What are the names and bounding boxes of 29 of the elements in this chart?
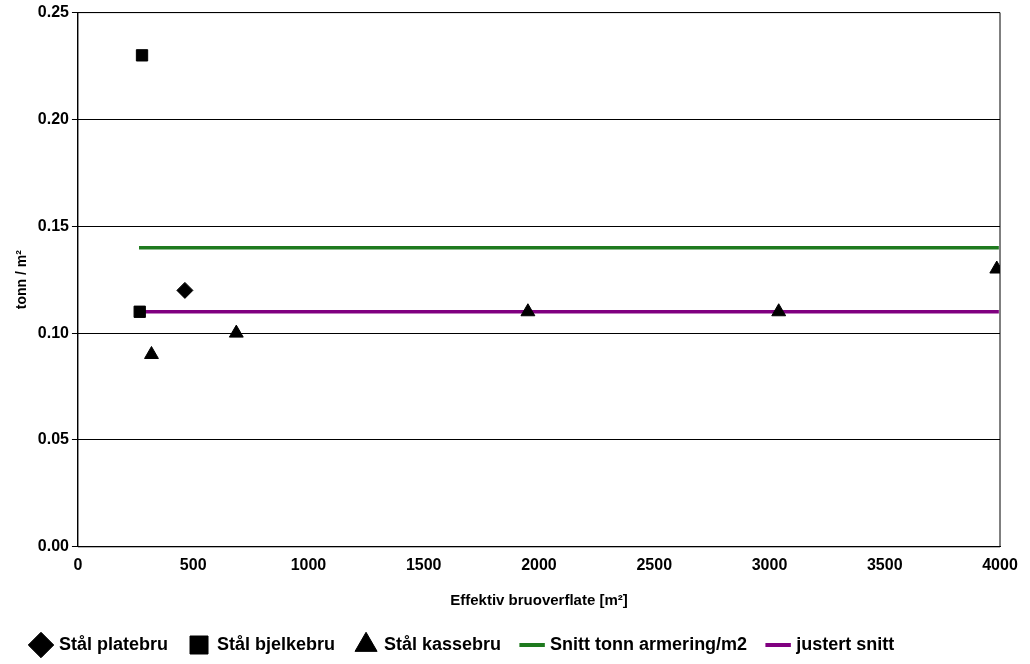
x-tick-label: 0 <box>73 555 83 573</box>
legend-label: Snitt tonn armering/m2 <box>550 633 748 654</box>
point <box>520 303 536 317</box>
x-tick-label: 3500 <box>866 555 903 573</box>
x-tick-label: 2000 <box>521 555 557 573</box>
y-axis-title: tonn / m² <box>13 249 30 310</box>
point <box>135 49 149 62</box>
y-tick-label: 0.00 <box>37 537 70 555</box>
y-tick-label: 0.10 <box>37 323 70 341</box>
point <box>228 324 244 338</box>
y-tick-label: 0.25 <box>37 3 70 21</box>
x-tick-label: 1500 <box>405 555 442 573</box>
x-tick-label: 500 <box>179 555 207 573</box>
point <box>133 305 146 318</box>
point <box>144 345 159 359</box>
x-tick-label: 2500 <box>636 555 673 573</box>
x-tick-label: 3000 <box>751 555 788 573</box>
x-axis-title: Effektiv bruoverflate [m²] <box>450 591 628 609</box>
legend-label: Stål bjelkebru <box>217 633 336 654</box>
y-tick-label: 0.20 <box>37 109 70 127</box>
x-tick-label: 1000 <box>290 555 327 573</box>
x-tick-label: 4000 <box>982 555 1018 573</box>
legend-label: Stål kassebru <box>384 633 502 654</box>
legend-label: Stål platebru <box>59 633 169 654</box>
point <box>771 303 787 317</box>
legend-label: justert snitt <box>795 633 895 654</box>
y-tick-label: 0.15 <box>37 216 70 234</box>
y-tick-label: 0.05 <box>37 430 70 448</box>
point <box>176 281 194 299</box>
